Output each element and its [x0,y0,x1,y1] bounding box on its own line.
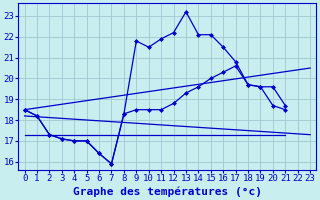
X-axis label: Graphe des températures (°c): Graphe des températures (°c) [73,186,262,197]
